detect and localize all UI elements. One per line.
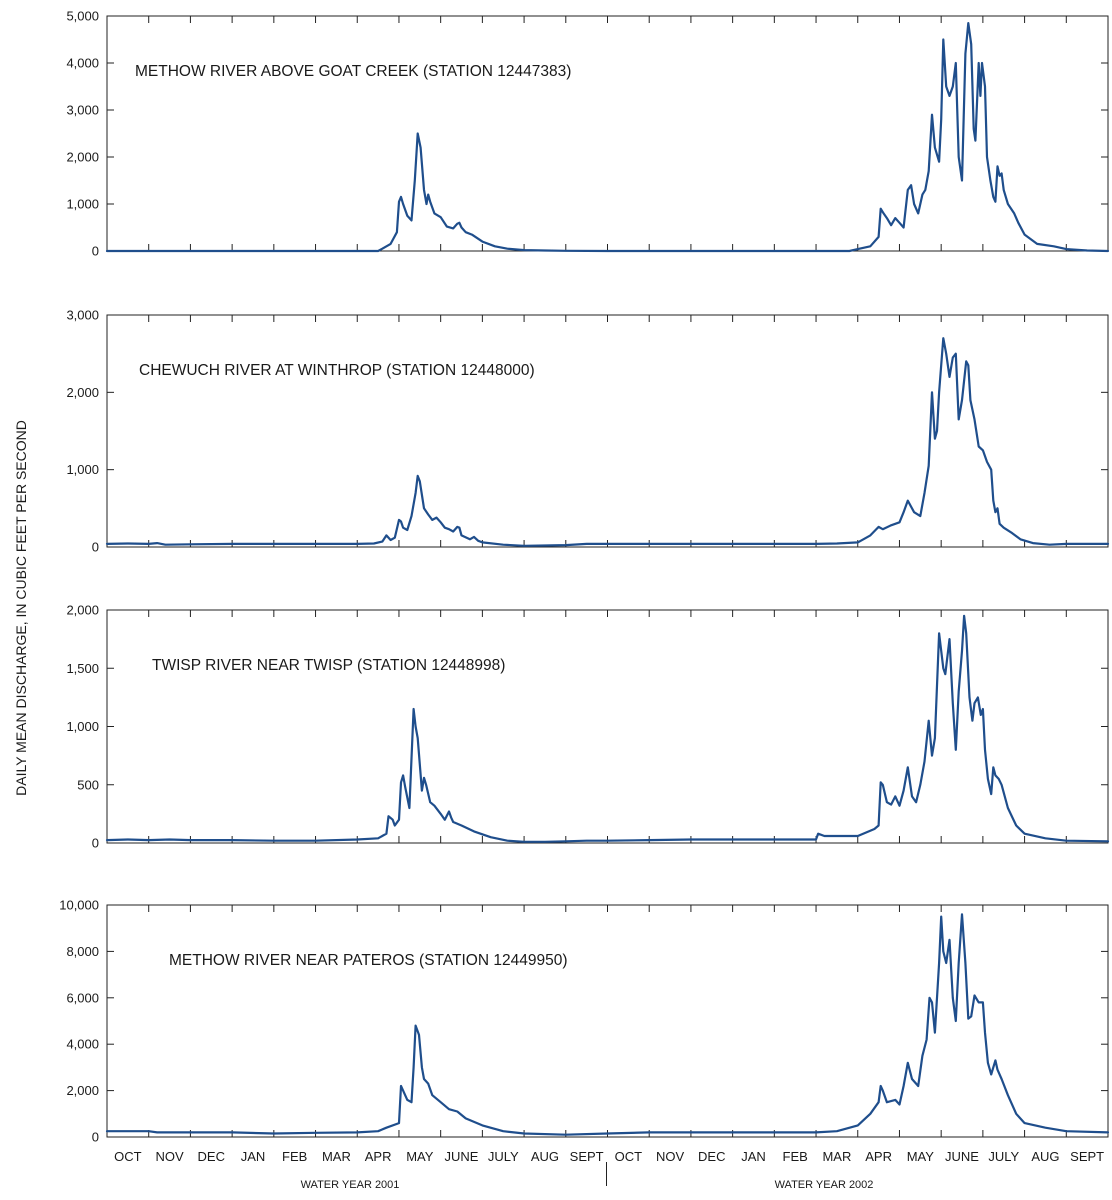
chart-panel-4: 0 2,000 4,000 6,000 8,000 10,000 METHOW RIVER … <box>59 898 1110 1145</box>
y-tick-label: 0 <box>92 540 99 555</box>
x-month-label: OCT <box>615 1149 643 1164</box>
y-tick-label: 1,500 <box>66 661 99 676</box>
chart-panel-2: 0 1,000 2,000 3,000 CHEWUCH RIVER AT WINTHRO… <box>66 308 1110 555</box>
y-tick-label: 5,000 <box>66 9 99 24</box>
x-month-label: FEB <box>282 1149 307 1164</box>
chart-panel-1: 0 1,000 2,000 3,000 4,000 5,000 METHOW RIVER A… <box>66 9 1110 259</box>
x-month-label: SEPT <box>1070 1149 1104 1164</box>
x-month-label: MAR <box>322 1149 351 1164</box>
panel-title: METHOW RIVER ABOVE GOAT CREEK (STATION 1… <box>135 63 571 80</box>
x-month-label: APR <box>365 1149 392 1164</box>
x-month-label: DEC <box>698 1149 725 1164</box>
y-tick-label: 2,000 <box>66 603 99 618</box>
plot-frame <box>106 904 1109 1138</box>
x-month-label: JUNE <box>945 1149 979 1164</box>
y-tick-label: 4,000 <box>66 1037 99 1052</box>
x-month-label: JULY <box>988 1149 1019 1164</box>
x-month-label: AUG <box>531 1149 559 1164</box>
chart-panels: 0 1,000 2,000 3,000 4,000 5,000 METHOW RIVER A… <box>59 9 1110 1145</box>
chart-panel-3: 0 500 1,000 1,500 2,000 TWISP RIVER NEAR TWIS… <box>66 603 1110 851</box>
y-tick-label: 1,000 <box>66 197 99 212</box>
y-tick-label: 0 <box>92 836 99 851</box>
x-month-label: NOV <box>155 1149 184 1164</box>
y-tick-label: 0 <box>92 244 99 259</box>
discharge-line <box>105 913 1110 1136</box>
y-tick-label: 1,000 <box>66 462 99 477</box>
y-tick-label: 4,000 <box>66 56 99 71</box>
plot-frame <box>106 314 1109 548</box>
y-axis-label: DAILY MEAN DISCHARGE, IN CUBIC FEET PER … <box>13 420 29 796</box>
x-month-label: SEPT <box>570 1149 604 1164</box>
x-month-label: OCT <box>114 1149 142 1164</box>
x-month-label: JULY <box>488 1149 519 1164</box>
x-month-label: MAY <box>907 1149 935 1164</box>
x-month-label: NOV <box>656 1149 685 1164</box>
panel-title: METHOW RIVER NEAR PATEROS (STATION 12449… <box>169 952 568 969</box>
y-tick-label: 6,000 <box>66 990 99 1005</box>
discharge-line <box>105 614 1110 843</box>
x-month-label: DEC <box>198 1149 225 1164</box>
y-tick-label: 1,000 <box>66 719 99 734</box>
x-month-label: AUG <box>1031 1149 1059 1164</box>
water-year-2002-label: WATER YEAR 2002 <box>775 1179 874 1191</box>
y-tick-label: 500 <box>77 777 99 792</box>
x-month-label: JAN <box>741 1149 766 1164</box>
water-year-2001-label: WATER YEAR 2001 <box>301 1179 400 1191</box>
y-tick-label: 0 <box>92 1130 99 1145</box>
panel-title: TWISP RIVER NEAR TWISP (STATION 12448998… <box>152 657 505 674</box>
x-month-label: MAR <box>822 1149 851 1164</box>
x-month-label: JAN <box>241 1149 266 1164</box>
x-month-label: MAY <box>406 1149 434 1164</box>
y-tick-label: 2,000 <box>66 385 99 400</box>
y-tick-label: 2,000 <box>66 1083 99 1098</box>
x-month-label: APR <box>865 1149 892 1164</box>
x-month-label: FEB <box>783 1149 808 1164</box>
y-tick-label: 10,000 <box>59 898 99 913</box>
x-month-label: JUNE <box>445 1149 479 1164</box>
discharge-line <box>105 337 1110 547</box>
x-axis: OCT NOV DEC JAN FEB MAR APR MAY JUNE JULY AUG SEPT O… <box>114 1149 1104 1164</box>
y-tick-label: 8,000 <box>66 944 99 959</box>
panel-title: CHEWUCH RIVER AT WINTHROP (STATION 12448… <box>139 362 535 379</box>
y-tick-label: 2,000 <box>66 150 99 165</box>
y-tick-label: 3,000 <box>66 103 99 118</box>
y-tick-label: 3,000 <box>66 308 99 323</box>
discharge-line <box>105 22 1110 253</box>
